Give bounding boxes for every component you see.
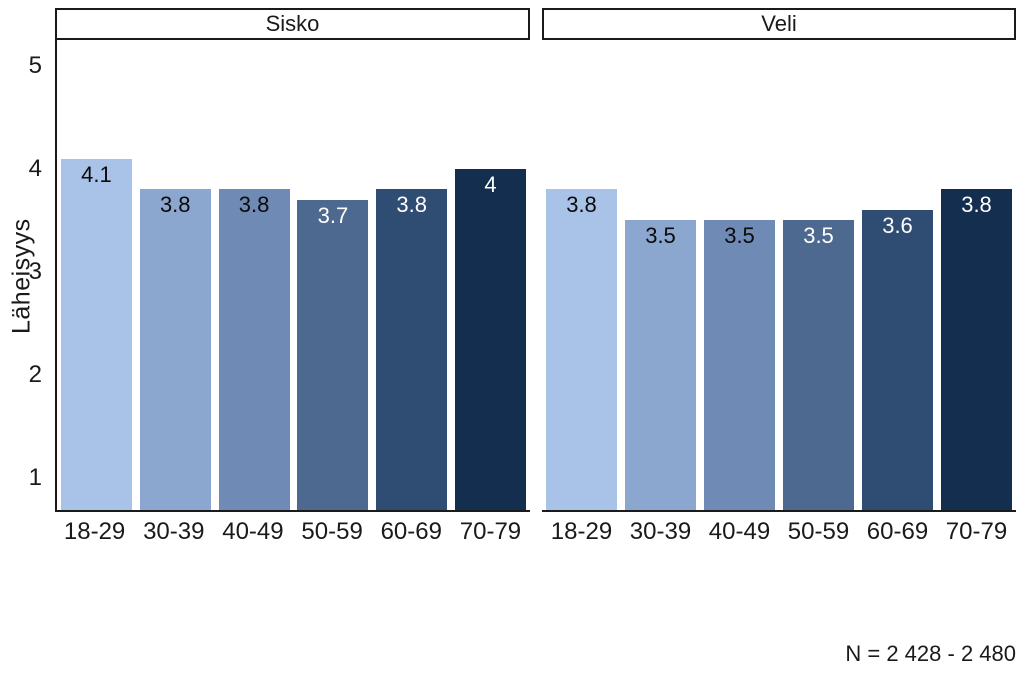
x-tick-label-50-59: 50-59 xyxy=(301,518,363,545)
x-tick-label-30-39: 30-39 xyxy=(629,518,692,545)
x-tick-label-70-79: 70-79 xyxy=(945,518,1008,545)
bars-sisko: 4.1 3.8 3.8 3.7 3.8 4 xyxy=(57,40,530,510)
bar-veli-18-29: 3.8 xyxy=(545,189,618,510)
bar-value-label: 4 xyxy=(484,171,497,197)
sample-size-note: N = 2 428 - 2 480 xyxy=(845,641,1016,666)
x-tick-label-40-49: 40-49 xyxy=(708,518,771,545)
bar-slot: 3.5 xyxy=(700,40,779,510)
bar-value-label: 3.5 xyxy=(803,223,834,249)
y-tick-label-5: 5 xyxy=(28,51,42,79)
y-tick-label-3: 3 xyxy=(28,257,42,285)
bar-veli-50-59: 3.5 xyxy=(782,220,855,510)
y-tick-label-2: 2 xyxy=(28,360,42,388)
bar-slot: 3.7 xyxy=(293,40,372,510)
facet-panel-sisko: Sisko 4.1 3.8 3.8 3.7 3.8 4 18-29 30-39 40-49 50-5… xyxy=(55,8,530,544)
facet-title-veli: Veli xyxy=(542,8,1016,40)
bar-value-label: 3.7 xyxy=(317,202,349,228)
plot-area-sisko: 4.1 3.8 3.8 3.7 3.8 4 xyxy=(55,40,530,512)
bar-slot: 4 xyxy=(451,40,530,510)
x-tick-label-40-49: 40-49 xyxy=(222,518,284,545)
bar-value-label: 3.8 xyxy=(566,192,597,218)
bar-slot: 3.8 xyxy=(136,40,215,510)
bar-veli-70-79: 3.8 xyxy=(940,189,1013,510)
bar-sisko-18-29: 4.1 xyxy=(60,158,132,510)
bar-value-label: 3.6 xyxy=(882,213,913,239)
facet-panel-veli: Veli 3.8 3.5 3.5 3.5 3.6 3.8 18-29 30-39 40-49 50-… xyxy=(542,8,1016,544)
x-tick-label-18-29: 18-29 xyxy=(63,518,126,545)
bar-value-label: 3.5 xyxy=(645,223,676,249)
bar-value-label: 3.8 xyxy=(396,192,428,218)
facet-title-sisko: Sisko xyxy=(55,8,530,40)
bar-sisko-60-69: 3.8 xyxy=(376,189,448,510)
plot-area-veli: 3.8 3.5 3.5 3.5 3.6 3.8 xyxy=(542,40,1016,512)
bar-value-label: 3.8 xyxy=(961,192,992,218)
bar-value-label: 3.5 xyxy=(724,223,755,249)
bar-sisko-70-79: 4 xyxy=(455,168,527,510)
bar-sisko-30-39: 3.8 xyxy=(139,189,211,510)
y-tick-label-4: 4 xyxy=(28,154,42,182)
bar-slot: 4.1 xyxy=(57,40,136,510)
bar-slot: 3.5 xyxy=(779,40,858,510)
bar-slot: 3.6 xyxy=(858,40,937,510)
x-axis-labels-sisko: 18-29 30-39 40-49 50-59 60-69 70-79 xyxy=(55,520,530,544)
bar-value-label: 4.1 xyxy=(81,161,112,187)
x-tick-label-60-69: 60-69 xyxy=(866,518,929,545)
x-tick-label-30-39: 30-39 xyxy=(143,518,205,545)
bar-veli-60-69: 3.6 xyxy=(861,210,934,510)
bar-value-label: 3.8 xyxy=(159,192,191,218)
x-tick-label-18-29: 18-29 xyxy=(550,518,613,545)
x-tick-label-70-79: 70-79 xyxy=(459,518,522,545)
bar-slot: 3.5 xyxy=(621,40,700,510)
bar-slot: 3.8 xyxy=(937,40,1016,510)
bar-veli-40-49: 3.5 xyxy=(703,220,776,510)
bars-veli: 3.8 3.5 3.5 3.5 3.6 3.8 xyxy=(542,40,1016,510)
x-tick-label-60-69: 60-69 xyxy=(380,518,442,545)
bar-value-label: 3.8 xyxy=(238,192,270,218)
bar-slot: 3.8 xyxy=(372,40,451,510)
x-axis-labels-veli: 18-29 30-39 40-49 50-59 60-69 70-79 xyxy=(542,520,1016,544)
bar-sisko-50-59: 3.7 xyxy=(297,199,369,510)
bar-slot: 3.8 xyxy=(542,40,621,510)
y-axis-ticks: 1 2 3 4 5 xyxy=(0,40,48,510)
bar-slot: 3.8 xyxy=(215,40,294,510)
y-tick-label-1: 1 xyxy=(28,464,42,492)
bar-sisko-40-49: 3.8 xyxy=(218,189,290,510)
x-tick-label-50-59: 50-59 xyxy=(787,518,850,545)
bar-veli-30-39: 3.5 xyxy=(624,220,697,510)
